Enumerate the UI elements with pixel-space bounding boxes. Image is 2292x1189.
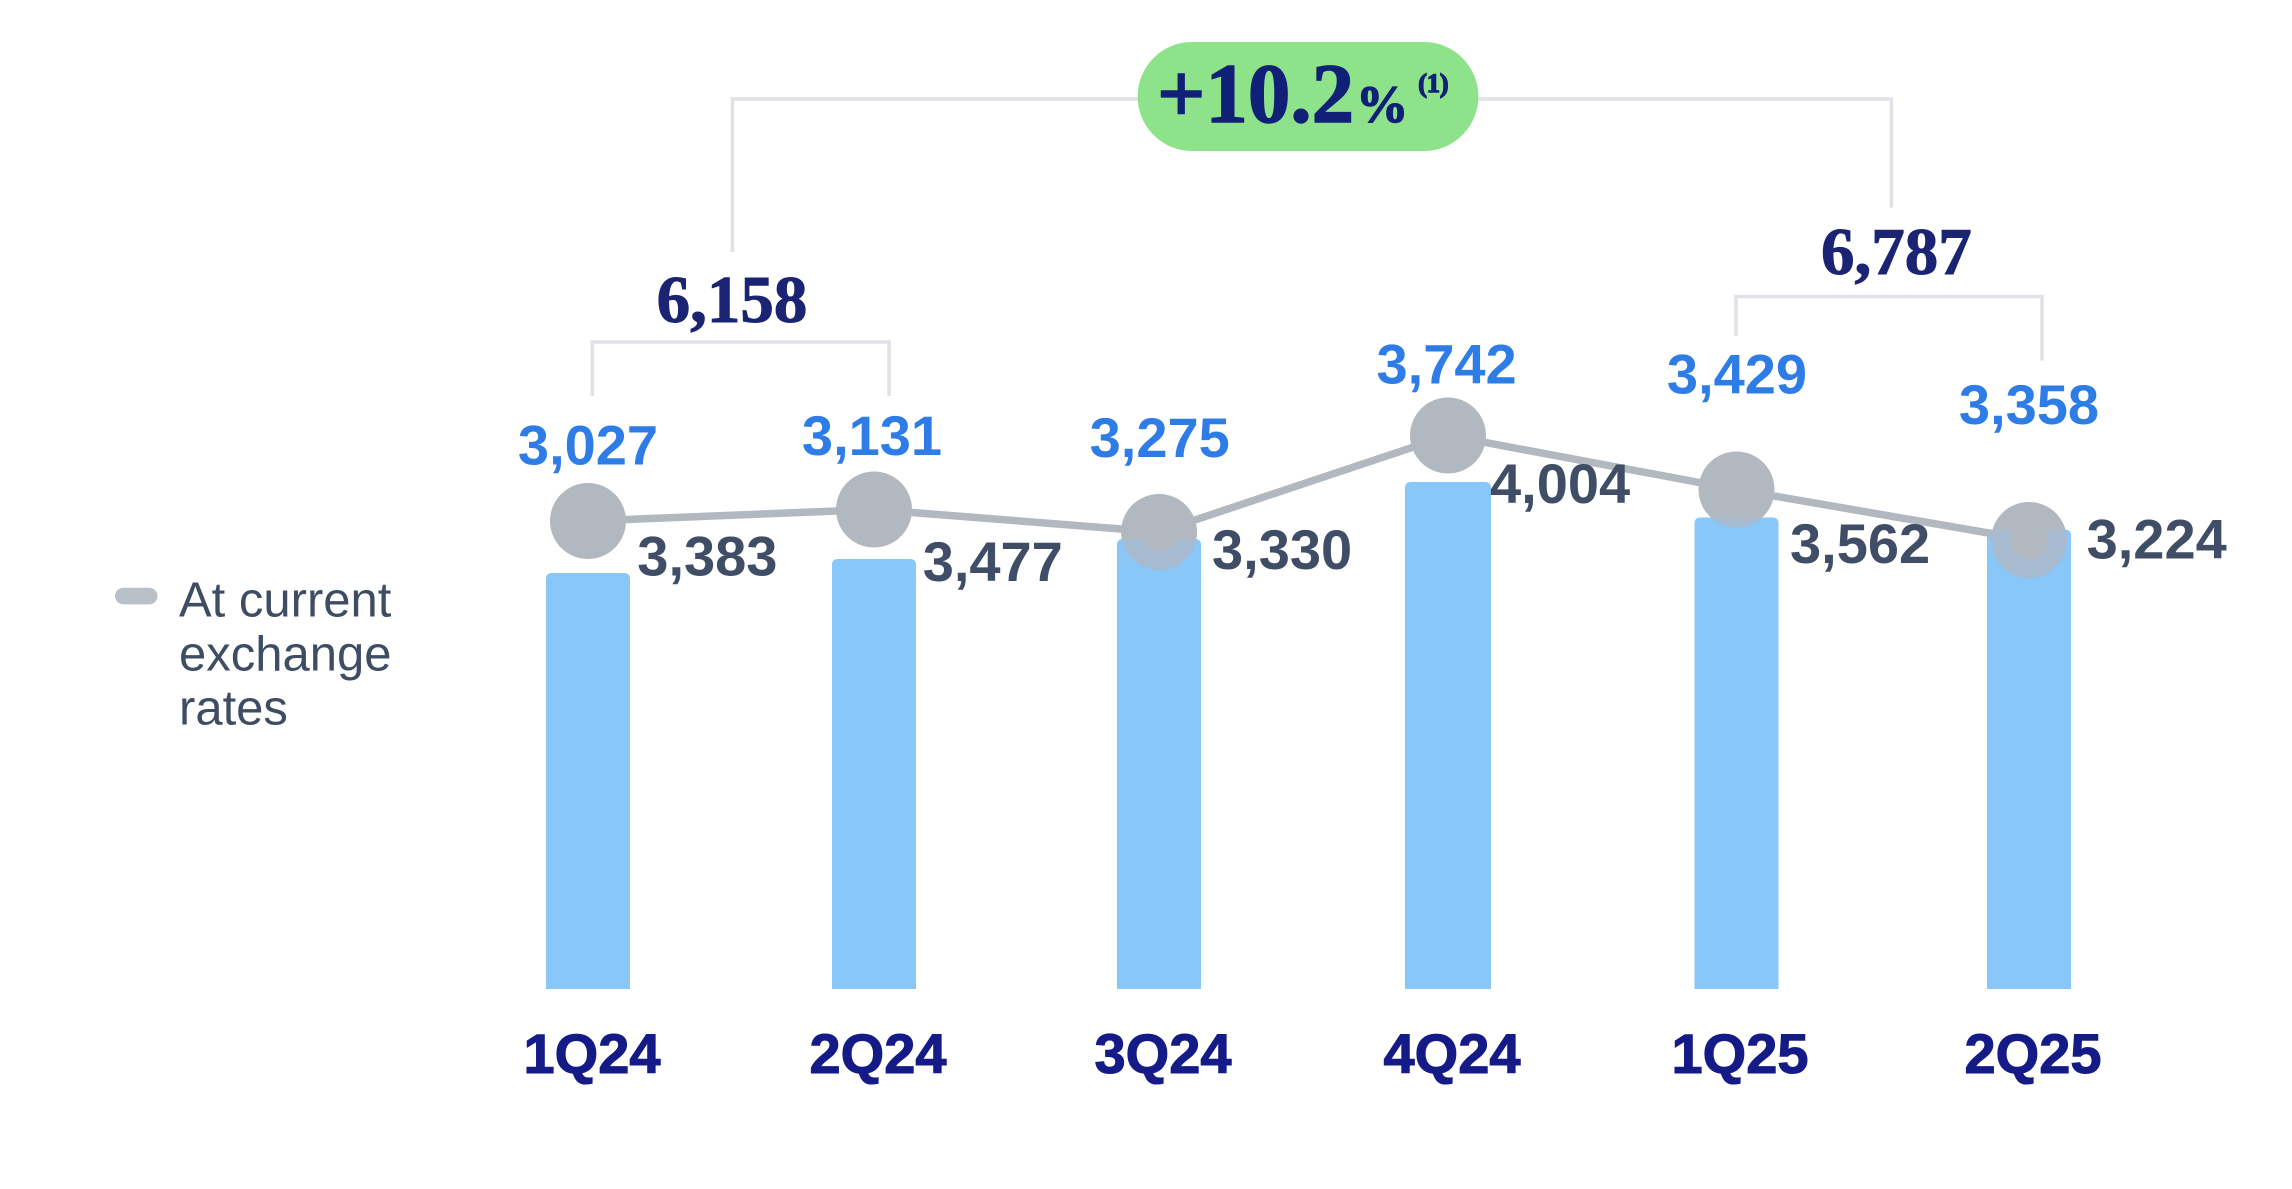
svg-text:1Q24: 1Q24 (524, 1022, 661, 1085)
svg-text:3,358: 3,358 (1959, 373, 2099, 436)
svg-text:3,027: 3,027 (518, 414, 658, 477)
svg-text:2Q24: 2Q24 (810, 1022, 947, 1085)
svg-text:3,429: 3,429 (1667, 343, 1807, 406)
svg-text:6,158: 6,158 (657, 263, 808, 337)
svg-text:+10.2%(1): +10.2% (1) (1157, 47, 1449, 141)
svg-text:3,131: 3,131 (802, 404, 942, 467)
svg-text:3,224: 3,224 (2087, 508, 2227, 571)
svg-text:3,275: 3,275 (1090, 406, 1230, 469)
svg-text:2Q25: 2Q25 (1965, 1022, 2102, 1085)
svg-text:3,477: 3,477 (923, 530, 1063, 593)
svg-text:3Q24: 3Q24 (1095, 1022, 1232, 1085)
svg-text:1Q25: 1Q25 (1672, 1022, 1809, 1085)
svg-text:4Q24: 4Q24 (1384, 1022, 1521, 1085)
svg-text:At current: At current (179, 573, 392, 627)
svg-text:3,742: 3,742 (1377, 333, 1517, 396)
svg-text:3,330: 3,330 (1212, 518, 1352, 581)
svg-text:4,004: 4,004 (1490, 452, 1630, 515)
svg-text:rates: rates (179, 682, 288, 736)
svg-text:6,787: 6,787 (1821, 215, 1972, 289)
svg-text:exchange: exchange (179, 628, 392, 682)
svg-text:3,562: 3,562 (1790, 512, 1930, 575)
svg-text:3,383: 3,383 (637, 524, 777, 587)
